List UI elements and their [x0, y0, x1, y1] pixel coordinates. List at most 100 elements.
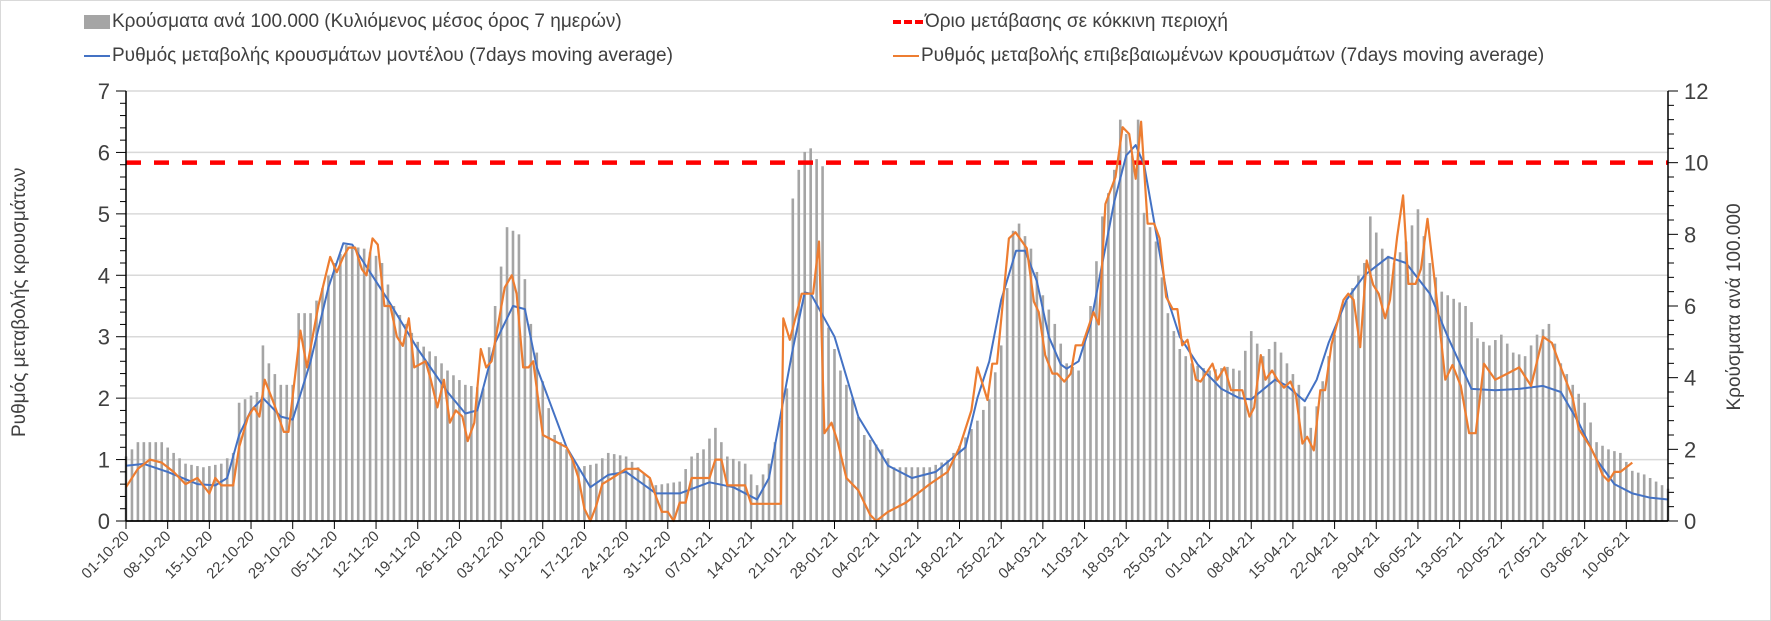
- bar: [827, 327, 830, 521]
- bar: [327, 275, 330, 521]
- bar: [708, 438, 711, 521]
- bar: [1172, 331, 1176, 521]
- bar: [1392, 263, 1396, 521]
- bar: [499, 266, 503, 521]
- legend-item-threshold: Όριο μετάβασης σε κόκκινη περιοχή: [893, 11, 1228, 33]
- bar: [1101, 216, 1104, 521]
- y-tick-label-left: 2: [98, 386, 110, 411]
- bar: [731, 458, 735, 521]
- bar: [595, 463, 598, 521]
- bar: [1190, 363, 1194, 521]
- bar: [1041, 295, 1045, 521]
- bar: [1559, 363, 1563, 521]
- bar: [904, 467, 908, 521]
- y-tick-label-left: 5: [98, 202, 110, 227]
- bar: [160, 442, 164, 521]
- bar: [517, 234, 521, 522]
- bar: [589, 464, 592, 521]
- bar: [1636, 472, 1640, 521]
- bar: [410, 332, 414, 521]
- legend-label-confirmed: Ρυθμός μεταβολής επιβεβαιωμένων κρουσμάτ…: [921, 45, 1545, 66]
- bar: [1047, 309, 1051, 521]
- bar: [1011, 230, 1015, 521]
- bar: [1315, 406, 1319, 521]
- bar: [1535, 334, 1539, 521]
- bar: [1410, 225, 1414, 521]
- bar: [1118, 119, 1122, 522]
- bar: [1577, 393, 1580, 521]
- bar: [535, 352, 539, 521]
- bar: [398, 314, 402, 521]
- bar: [1523, 356, 1527, 521]
- bar: [1202, 368, 1205, 521]
- bar: [1583, 402, 1586, 521]
- bar: [392, 306, 396, 521]
- bar: [1613, 451, 1616, 521]
- bar: [1547, 323, 1551, 521]
- bar: [529, 323, 533, 521]
- bar: [1005, 288, 1009, 521]
- bar: [321, 288, 324, 521]
- bar: [1261, 356, 1265, 521]
- bar: [1196, 365, 1199, 521]
- y-tick-label-right: 0: [1684, 509, 1696, 534]
- bar: [255, 392, 259, 521]
- bar: [815, 159, 818, 522]
- bar: [1136, 119, 1140, 522]
- bar: [1184, 356, 1188, 521]
- bar: [910, 467, 914, 521]
- bar: [547, 408, 551, 521]
- legend-item-bars: Κρούσματα ανά 100.000 (Κυλιόμενος μέσος …: [84, 11, 622, 33]
- y-tick-label-left: 4: [98, 263, 110, 288]
- bar: [1654, 481, 1658, 521]
- bar: [648, 479, 652, 521]
- bar: [976, 420, 979, 521]
- bar: [1327, 356, 1330, 521]
- bar: [130, 449, 134, 521]
- bar: [1511, 352, 1515, 521]
- bar: [993, 372, 997, 521]
- bar: [1333, 334, 1336, 521]
- bar: [1630, 470, 1634, 521]
- legend-label-bars: Κρούσματα ανά 100.000 (Κυλιόμενος μέσος …: [112, 11, 622, 32]
- bar: [1422, 236, 1426, 521]
- y-tick-label-right: 8: [1684, 222, 1696, 247]
- bar: [1083, 338, 1086, 521]
- bar: [1166, 313, 1170, 521]
- bar: [422, 346, 425, 521]
- bar: [231, 452, 235, 521]
- legend-label-model: Ρυθμός μεταβολής κρουσμάτων μοντέλου (7d…: [112, 45, 673, 66]
- bar: [1154, 241, 1158, 521]
- bar: [1458, 302, 1461, 521]
- bar: [297, 313, 300, 521]
- bar: [1398, 252, 1402, 521]
- bar: [446, 370, 449, 521]
- bar: [952, 452, 955, 521]
- bar: [1446, 295, 1450, 521]
- y-tick-label-left: 6: [98, 140, 110, 165]
- bar: [761, 474, 765, 521]
- bar: [624, 456, 628, 521]
- confirmed-line: [125, 120, 1633, 523]
- bar: [434, 356, 437, 521]
- bar: [1541, 329, 1545, 521]
- bar: [470, 386, 473, 521]
- bar: [1238, 370, 1241, 521]
- legend-item-model: Ρυθμός μεταβολής κρουσμάτων μοντέλου (7d…: [84, 45, 673, 67]
- y-tick-label-left: 1: [98, 448, 110, 473]
- bar: [273, 374, 277, 521]
- bar: [225, 458, 229, 521]
- bar: [1386, 255, 1390, 522]
- bar: [1488, 345, 1491, 521]
- bar: [1404, 241, 1408, 521]
- model-line: [125, 144, 1669, 501]
- bar: [1321, 381, 1324, 521]
- bar: [1243, 350, 1247, 521]
- bar: [898, 467, 902, 521]
- bar: [344, 245, 348, 522]
- bar: [1434, 277, 1438, 521]
- bar: [148, 442, 152, 521]
- bar: [202, 467, 205, 521]
- bar: [1660, 485, 1664, 521]
- bar: [684, 469, 687, 521]
